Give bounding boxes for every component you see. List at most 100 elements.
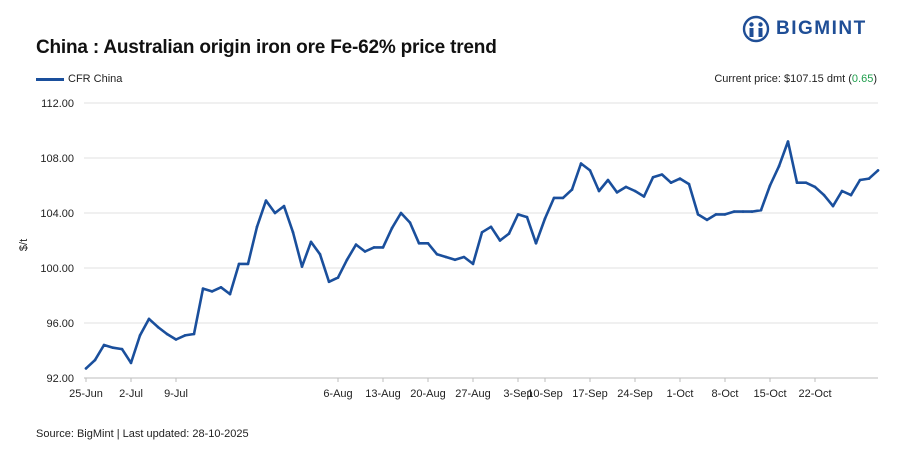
data-point [354,243,358,246]
data-point [147,317,151,321]
y-tick-label: 92.00 [46,373,74,385]
data-point [453,258,457,262]
x-tick-label: 25-Jun [69,388,103,400]
data-point [399,211,403,215]
data-point [750,210,754,213]
x-tick-label: 3-Sep [503,388,532,400]
data-point [696,213,700,216]
legend-label: CFR China [68,73,123,85]
data-point [390,226,394,230]
bigmint-logo-icon [742,15,770,43]
x-tick-label: 15-Oct [753,388,786,400]
data-point [876,169,880,172]
data-point [318,253,322,256]
x-tick-label: 24-Sep [617,388,652,400]
x-tick-label: 17-Sep [572,388,607,400]
data-point [102,343,106,347]
y-axis-label: $/t [18,239,30,251]
data-point [552,196,556,200]
data-point [624,185,628,189]
data-point [93,358,97,362]
data-point [669,181,673,184]
data-point [228,292,232,296]
data-point [363,250,367,253]
data-point [633,189,637,193]
source-note: Source: BigMint | Last updated: 28-10-20… [36,428,249,440]
data-point [795,181,799,184]
data-point [525,215,529,219]
data-point [840,189,844,193]
data-point [462,255,466,259]
data-point [489,225,493,229]
data-point [435,253,439,256]
data-point [219,286,223,289]
data-point [732,210,736,213]
data-point [786,140,790,143]
data-point [849,193,853,197]
chart-title: China : Australian origin iron ore Fe-62… [36,37,497,58]
data-point [651,176,655,179]
data-point [714,213,718,216]
current-price-suffix: ) [873,73,877,85]
data-point [570,188,574,191]
data-point [192,332,196,336]
data-point [768,184,772,187]
data-point [660,173,664,176]
data-point [606,178,610,182]
price-change: 0.65 [851,73,874,85]
data-point [480,231,484,234]
data-point [408,221,412,224]
data-point [417,242,421,245]
data-point [210,290,214,293]
data-point [642,195,646,198]
data-point [138,334,142,337]
x-tick-label: 22-Oct [798,388,831,400]
y-tick-label: 96.00 [46,318,74,330]
data-point [327,280,331,284]
data-point [111,346,115,350]
data-point [543,217,547,220]
y-tick-label: 100.00 [40,263,74,275]
data-point [534,242,538,245]
data-point [615,191,619,194]
data-point [822,193,826,197]
data-point [498,239,502,242]
brand-name: BIGMINT [776,18,867,39]
current-price: Current price: $107.15 dmt (0.65) [714,73,877,85]
data-point [165,332,169,336]
series-line-cfr-china [84,140,880,370]
data-point [831,204,835,208]
y-tick-label: 112.00 [41,98,74,110]
data-point [687,182,691,186]
data-point [597,189,601,193]
data-point [444,255,448,259]
data-point [246,262,250,266]
data-point [507,232,511,235]
x-tick-label: 8-Oct [712,388,739,400]
data-point [255,225,259,229]
x-tick-label: 27-Aug [455,388,490,400]
data-point [777,164,781,168]
data-point [282,204,286,208]
data-point [183,334,187,337]
x-tick-label: 10-Sep [527,388,562,400]
data-point [174,338,178,341]
data-point [858,178,862,182]
data-point [516,213,520,216]
data-point [813,185,817,189]
data-point [723,213,727,216]
data-point [867,177,871,180]
data-point [759,208,763,212]
data-point [561,196,565,200]
brand-logo: BIGMINT [742,15,867,43]
data-point [120,347,124,351]
x-tick-label: 13-Aug [365,388,400,400]
legend-swatch [36,77,64,81]
data-point [129,361,133,365]
x-tick-label: 2-Jul [119,388,143,400]
data-point [804,181,808,184]
data-point [426,242,430,245]
x-tick-label: 1-Oct [667,388,694,400]
x-tick-label: 20-Aug [410,388,445,400]
